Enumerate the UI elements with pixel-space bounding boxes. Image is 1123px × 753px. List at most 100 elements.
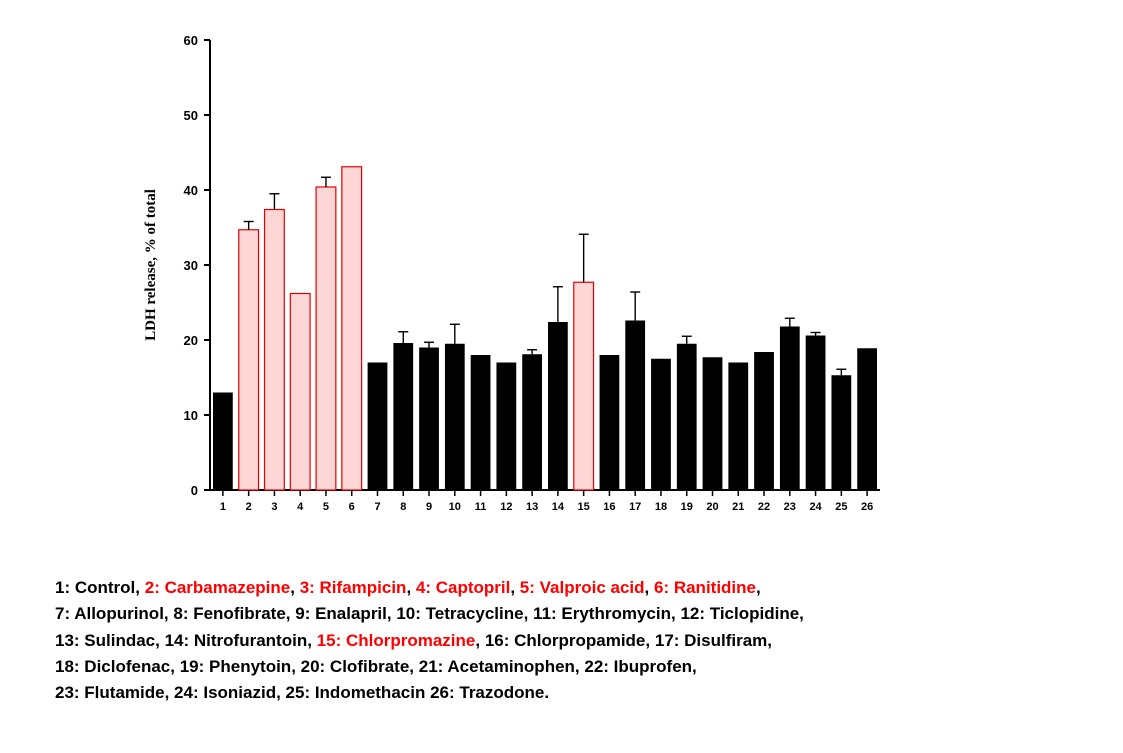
bar-26 — [857, 348, 877, 490]
x-tick-label: 1 — [220, 501, 226, 513]
legend-item: 26: Trazodone — [430, 683, 544, 702]
legend-item: 19: Phenytoin — [180, 657, 291, 676]
bar-11 — [471, 355, 491, 490]
bar-14 — [548, 322, 568, 490]
legend-sep: , — [286, 604, 295, 623]
legend-item: 8: Fenofibrate — [173, 604, 285, 623]
bar-17 — [625, 321, 645, 491]
legend-item: 15: Chlorpromazine — [317, 631, 476, 650]
legend-sep: , — [767, 631, 772, 650]
x-tick-label: 16 — [603, 501, 615, 513]
y-tick-label: 20 — [184, 333, 198, 348]
legend-item: 3: Rifampicin — [300, 578, 407, 597]
bar-19 — [677, 344, 697, 490]
legend-sep: , — [409, 657, 418, 676]
legend-item: 18: Diclofenac — [55, 657, 170, 676]
y-tick-label: 30 — [184, 258, 198, 273]
x-tick-label: 14 — [552, 501, 565, 513]
legend-item: 1: Control — [55, 578, 135, 597]
bar-13 — [522, 354, 542, 490]
x-tick-label: 25 — [835, 501, 847, 513]
legend-line: 23: Flutamide, 24: Isoniazid, 25: Indome… — [55, 680, 1065, 706]
bar-22 — [754, 352, 774, 490]
legend-sep: , — [276, 683, 285, 702]
chart-area: 0102030405060LDH release, % of total1234… — [110, 20, 910, 540]
legend-item: 11: Erythromycin — [533, 604, 671, 623]
bar-24 — [806, 336, 826, 491]
legend-line: 7: Allopurinol, 8: Fenofibrate, 9: Enala… — [55, 601, 1065, 627]
legend-item: 25: Indomethacin — [286, 683, 426, 702]
legend-sep: . — [544, 683, 549, 702]
bar-23 — [780, 327, 800, 491]
legend-line: 18: Diclofenac, 19: Phenytoin, 20: Clofi… — [55, 654, 1065, 680]
legend-line: 13: Sulindac, 14: Nitrofurantoin, 15: Ch… — [55, 628, 1065, 654]
y-tick-label: 50 — [184, 108, 198, 123]
legend-sep: , — [510, 578, 519, 597]
bar-18 — [651, 359, 671, 490]
legend-sep: , — [645, 578, 654, 597]
bar-2 — [239, 230, 259, 490]
x-tick-label: 12 — [500, 501, 512, 513]
bar-3 — [265, 210, 285, 491]
legend-item: 4: Captopril — [416, 578, 510, 597]
legend-item: 17: Disulfiram — [655, 631, 767, 650]
legend-item: 22: Ibuprofen — [584, 657, 692, 676]
x-tick-label: 17 — [629, 501, 641, 513]
legend-item: 23: Flutamide — [55, 683, 165, 702]
legend-item: 24: Isoniazid — [174, 683, 276, 702]
x-tick-label: 13 — [526, 501, 538, 513]
legend-sep: , — [290, 578, 299, 597]
legend-item: 13: Sulindac — [55, 631, 155, 650]
legend-sep: , — [575, 657, 584, 676]
legend-sep: , — [165, 683, 174, 702]
legend-sep: , — [645, 631, 654, 650]
bar-25 — [831, 375, 851, 490]
x-tick-label: 11 — [475, 501, 487, 513]
legend-sep: , — [387, 604, 396, 623]
x-tick-label: 4 — [297, 501, 304, 513]
x-tick-label: 19 — [681, 501, 693, 513]
bar-21 — [728, 363, 748, 491]
x-tick-label: 20 — [706, 501, 718, 513]
x-tick-label: 2 — [246, 501, 252, 513]
bar-6 — [342, 167, 362, 490]
bar-1 — [213, 393, 233, 491]
x-tick-label: 3 — [271, 501, 277, 513]
x-tick-label: 8 — [400, 501, 406, 513]
legend-item: 7: Allopurinol — [55, 604, 164, 623]
bar-4 — [290, 294, 310, 491]
x-tick-label: 24 — [809, 501, 822, 513]
x-tick-label: 15 — [578, 501, 590, 513]
legend: 1: Control, 2: Carbamazepine, 3: Rifampi… — [55, 575, 1065, 707]
bar-7 — [368, 363, 388, 491]
bar-15 — [574, 282, 594, 490]
x-tick-label: 18 — [655, 501, 667, 513]
bar-chart: 0102030405060LDH release, % of total1234… — [110, 20, 910, 540]
legend-item: 2: Carbamazepine — [145, 578, 291, 597]
legend-sep: , — [524, 604, 533, 623]
bar-20 — [703, 357, 723, 490]
legend-item: 9: Enalapril — [295, 604, 387, 623]
legend-item: 10: Tetracycline — [396, 604, 523, 623]
y-tick-label: 60 — [184, 33, 198, 48]
y-tick-label: 10 — [184, 408, 198, 423]
x-tick-label: 7 — [374, 501, 380, 513]
bar-9 — [419, 348, 439, 491]
legend-item: 14: Nitrofurantoin — [165, 631, 308, 650]
legend-sep: , — [692, 657, 697, 676]
x-tick-label: 10 — [449, 501, 461, 513]
legend-item: 12: Ticlopidine — [680, 604, 799, 623]
x-tick-label: 9 — [426, 501, 432, 513]
legend-sep: , — [756, 578, 761, 597]
bar-12 — [496, 363, 516, 491]
legend-sep: , — [135, 578, 144, 597]
legend-sep: , — [799, 604, 804, 623]
bar-10 — [445, 344, 465, 490]
legend-sep: , — [406, 578, 415, 597]
legend-item: 21: Acetaminophen — [419, 657, 575, 676]
x-tick-label: 23 — [784, 501, 796, 513]
y-tick-label: 0 — [191, 483, 198, 498]
x-tick-label: 5 — [323, 501, 329, 513]
x-tick-label: 26 — [861, 501, 873, 513]
legend-item: 6: Ranitidine — [654, 578, 756, 597]
